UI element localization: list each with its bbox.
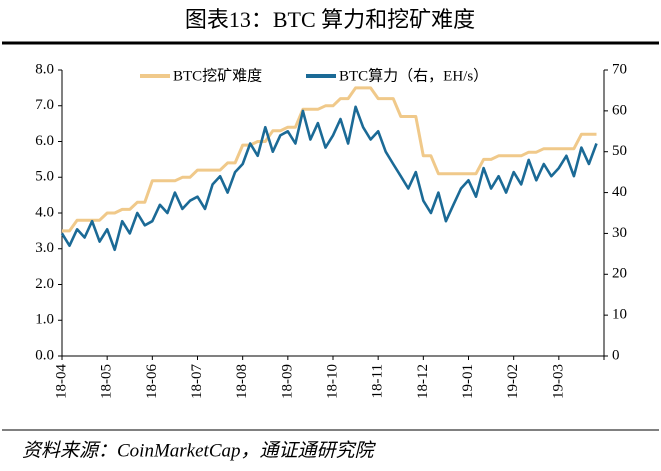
y-tick-label: 4.0	[35, 204, 54, 220]
x-tick-label: 18-12	[415, 364, 431, 399]
series-line	[60, 105, 598, 252]
y2-tick-label: 60	[612, 102, 627, 118]
y-tick-label: 2.0	[35, 276, 54, 292]
y2-tick-label: 30	[612, 225, 627, 241]
legend-label: BTC挖矿难度	[173, 67, 262, 84]
x-tick-label: 18-07	[189, 364, 205, 399]
y-tick-label: 5.0	[35, 169, 54, 185]
x-tick-label: 19-03	[550, 364, 566, 399]
y2-tick-label: 20	[612, 266, 627, 282]
x-tick-label: 18-09	[279, 364, 295, 399]
series-line	[62, 86, 597, 233]
x-tick-label: 18-04	[53, 364, 69, 399]
y2-tick-label: 70	[612, 61, 627, 77]
y2-tick-label: 10	[612, 307, 627, 323]
x-tick-label: 18-06	[144, 364, 160, 399]
source: 资料来源：CoinMarketCap，通证通研究院	[22, 439, 376, 461]
x-tick-label: 19-01	[460, 364, 476, 399]
x-tick-label: 18-10	[324, 364, 340, 399]
x-tick-label: 18-08	[234, 364, 250, 399]
chart-title: 图表13：BTC 算力和挖矿难度	[185, 7, 475, 32]
y-tick-label: 3.0	[35, 240, 54, 256]
x-tick-label: 18-05	[99, 364, 115, 399]
y-tick-label: 0.0	[35, 347, 54, 363]
x-tick-label: 19-02	[505, 364, 521, 399]
y-tick-label: 6.0	[35, 133, 54, 149]
y2-tick-label: 40	[612, 184, 627, 200]
x-tick-label: 18-11	[370, 364, 386, 398]
y-tick-label: 7.0	[35, 97, 54, 113]
y-tick-label: 8.0	[35, 61, 54, 77]
y-tick-label: 1.0	[35, 312, 54, 328]
y2-tick-label: 50	[612, 143, 627, 159]
legend-label: BTC算力（右，EH/s）	[339, 66, 488, 84]
y2-tick-label: 0	[612, 347, 620, 363]
